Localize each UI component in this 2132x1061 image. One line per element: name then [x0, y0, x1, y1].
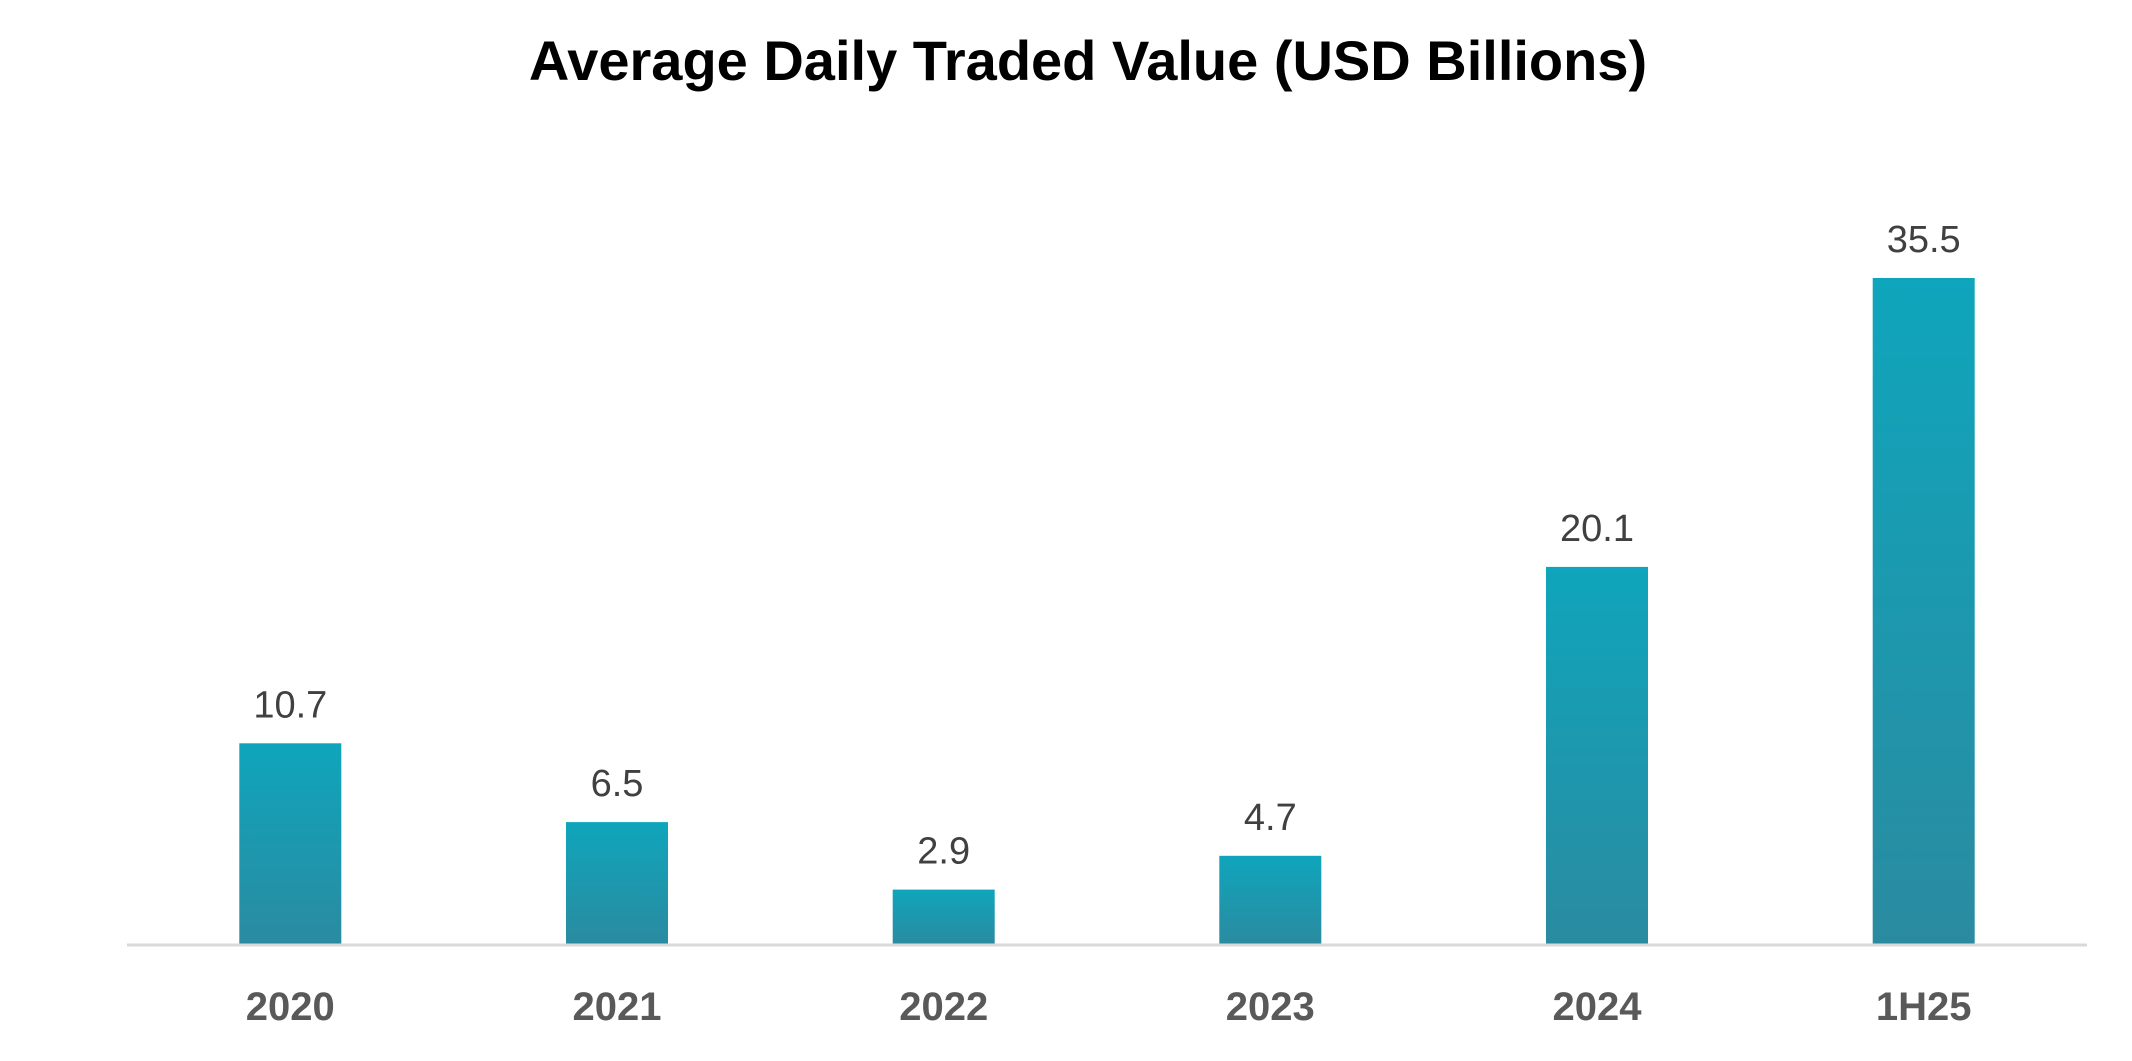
data-label-2024: 20.1 [1560, 508, 1634, 550]
x-tick-label-2020: 2020 [246, 985, 335, 1029]
x-tick-label-2024: 2024 [1553, 985, 1643, 1029]
x-tick-label-2022: 2022 [899, 985, 988, 1029]
bars-layer [239, 278, 1975, 944]
x-tick-labels-layer: 2020 2021 2022 2023 2024 1H25 [246, 985, 1972, 1029]
data-label-2023: 4.7 [1244, 797, 1297, 839]
bar-2022 [892, 889, 995, 944]
bar-2023 [1219, 855, 1322, 944]
bar-2020 [239, 743, 342, 944]
data-labels-layer: 10.7 6.5 2.9 4.7 20.1 35.5 [253, 219, 1960, 873]
chart-title: Average Daily Traded Value (USD Billions… [529, 29, 1647, 92]
bar-2021 [566, 822, 668, 944]
data-label-1H25: 35.5 [1887, 219, 1961, 261]
data-label-2020: 10.7 [253, 684, 327, 726]
data-label-2022: 2.9 [917, 831, 970, 873]
x-tick-label-2023: 2023 [1226, 985, 1315, 1029]
bar-2024 [1546, 566, 1648, 944]
bar-1H25 [1872, 278, 1975, 944]
x-tick-label-2021: 2021 [573, 985, 662, 1029]
x-tick-label-1H25: 1H25 [1876, 985, 1972, 1029]
data-label-2021: 6.5 [591, 763, 644, 805]
